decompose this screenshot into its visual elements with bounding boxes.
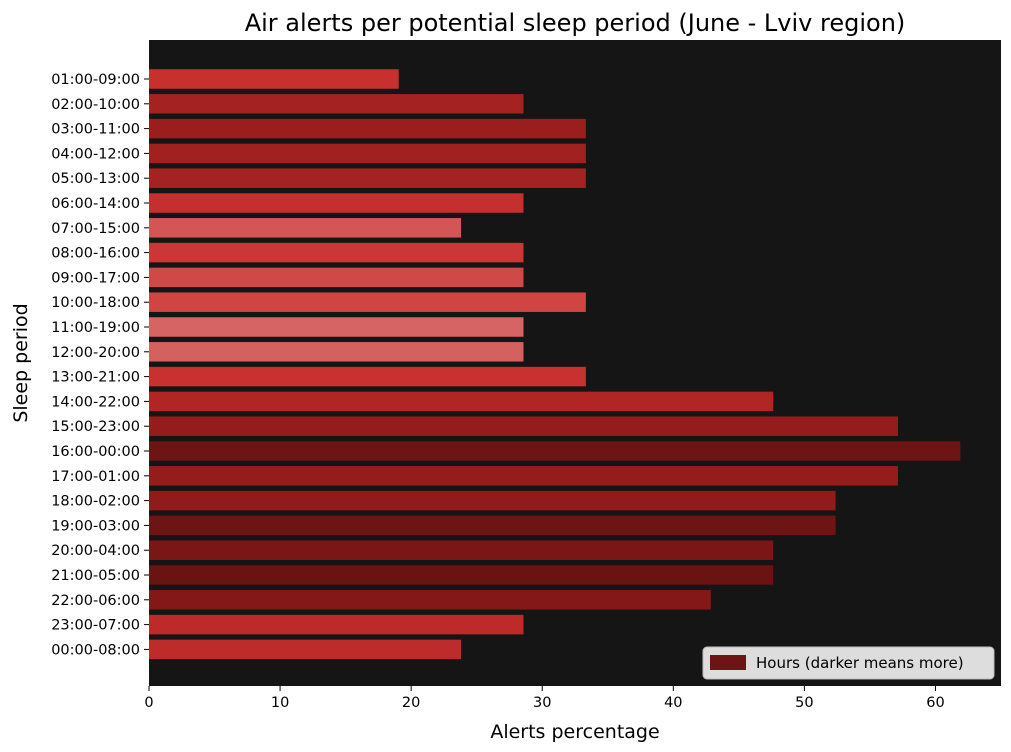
y-tick-label: 16:00-00:00: [51, 444, 140, 460]
y-tick-label: 06:00-14:00: [51, 196, 140, 212]
legend-box: [702, 646, 995, 680]
y-tick-label: 20:00-04:00: [51, 543, 140, 559]
bar-11:00-19:00: [149, 317, 524, 337]
bars-group: [149, 69, 961, 660]
x-tick-label: 20: [402, 695, 420, 711]
bar-02:00-10:00: [149, 94, 524, 114]
x-tick-label: 10: [271, 695, 289, 711]
y-tick-label: 14:00-22:00: [51, 394, 140, 410]
bar-17:00-01:00: [149, 466, 898, 486]
bar-15:00-23:00: [149, 416, 898, 436]
bar-08:00-16:00: [149, 242, 524, 263]
x-tick-label: 0: [144, 695, 153, 711]
x-tick-label: 60: [926, 695, 944, 711]
bar-21:00-05:00: [149, 565, 774, 585]
bar-12:00-20:00: [149, 342, 524, 362]
y-tick-label: 21:00-05:00: [51, 568, 140, 584]
bar-01:00-09:00: [149, 69, 399, 89]
y-axis-ticks: 01:00-09:00 02:00-10:00 03:00-11:00 04:00-1…: [51, 72, 149, 658]
bar-07:00-15:00: [149, 218, 462, 238]
y-tick-label: 23:00-07:00: [51, 618, 140, 634]
y-tick-label: 01:00-09:00: [51, 72, 140, 88]
y-tick-label: 13:00-21:00: [51, 370, 140, 386]
y-tick-label: 03:00-11:00: [51, 122, 140, 138]
y-tick-label: 12:00-20:00: [51, 345, 140, 361]
y-tick-label: 07:00-15:00: [51, 221, 140, 237]
y-tick-label: 00:00-08:00: [51, 642, 140, 658]
bar-22:00-06:00: [149, 590, 711, 610]
y-tick-label: 17:00-01:00: [51, 469, 140, 485]
y-tick-label: 11:00-19:00: [51, 320, 140, 336]
legend: Hours (darker means more): [702, 646, 995, 680]
bar-05:00-13:00: [149, 168, 586, 188]
bar-00:00-08:00: [149, 639, 462, 660]
y-tick-label: 04:00-12:00: [51, 146, 140, 162]
y-tick-label: 18:00-02:00: [51, 494, 140, 510]
bar-23:00-07:00: [149, 614, 524, 635]
y-tick-label: 09:00-17:00: [51, 270, 140, 286]
legend-swatch: [710, 655, 746, 670]
y-tick-label: 15:00-23:00: [51, 419, 140, 435]
bar-10:00-18:00: [149, 292, 586, 312]
y-tick-label: 02:00-10:00: [51, 97, 140, 113]
bar-04:00-12:00: [149, 143, 586, 164]
x-tick-label: 50: [795, 695, 813, 711]
bar-13:00-21:00: [149, 366, 586, 387]
bar-06:00-14:00: [149, 193, 524, 213]
bar-19:00-03:00: [149, 515, 836, 536]
x-tick-label: 40: [664, 695, 682, 711]
x-axis-label: Alerts percentage: [490, 721, 659, 743]
y-axis-label: Sleep period: [10, 303, 32, 422]
y-tick-label: 05:00-13:00: [51, 171, 140, 187]
bar-16:00-00:00: [149, 441, 961, 461]
chart-title: Air alerts per potential sleep period (J…: [245, 9, 906, 37]
x-axis-ticks: 0 10 20 30 40 50 60: [144, 686, 945, 711]
bar-18:00-02:00: [149, 490, 836, 511]
x-tick-label: 30: [533, 695, 551, 711]
y-tick-label: 22:00-06:00: [51, 593, 140, 609]
bar-03:00-11:00: [149, 118, 586, 139]
y-tick-label: 08:00-16:00: [51, 246, 140, 262]
bar-20:00-04:00: [149, 540, 774, 560]
y-tick-label: 10:00-18:00: [51, 295, 140, 311]
bar-14:00-22:00: [149, 391, 774, 412]
legend-label: Hours (darker means more): [756, 654, 964, 672]
bar-09:00-17:00: [149, 267, 524, 288]
y-tick-label: 19:00-03:00: [51, 518, 140, 534]
